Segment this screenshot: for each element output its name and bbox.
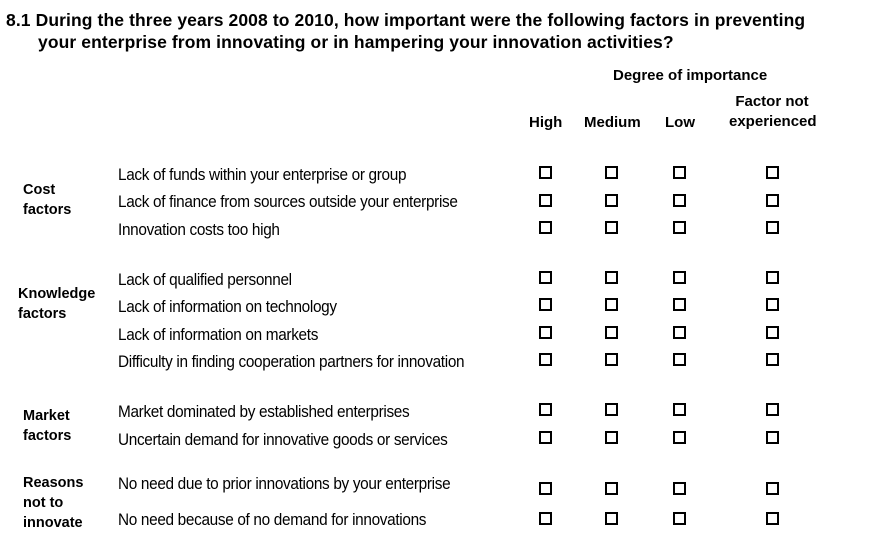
checkbox-high[interactable] [539,482,552,495]
checkbox-low[interactable] [673,512,686,525]
column-header-low: Low [665,114,695,131]
checkbox-low[interactable] [673,194,686,207]
question-text-line1: During the three years 2008 to 2010, how… [35,10,806,30]
checkbox-low[interactable] [673,431,686,444]
group-label-market-factors: Market factors [23,406,71,446]
checkbox-medium[interactable] [605,482,618,495]
checkbox-high[interactable] [539,271,552,284]
checkbox-high[interactable] [539,512,552,525]
checkbox-factor-not-experienced[interactable] [766,326,779,339]
group-label-line: Reasons [23,475,84,491]
row-label-information-markets: Lack of information on markets [118,326,319,344]
checkbox-factor-not-experienced[interactable] [766,403,779,416]
question-title: 8.1 During the three years 2008 to 2010,… [6,9,882,53]
column-header-fne-line2: experienced [729,113,817,130]
group-label-line: Cost [23,182,56,198]
checkbox-factor-not-experienced[interactable] [766,431,779,444]
checkbox-factor-not-experienced[interactable] [766,298,779,311]
checkbox-medium[interactable] [605,271,618,284]
group-label-knowledge-factors: Knowledge factors [18,284,95,324]
checkbox-medium[interactable] [605,326,618,339]
row-label-lack-of-funds: Lack of funds within your enterprise or … [118,166,407,184]
column-header-high: High [529,114,563,131]
checkbox-low[interactable] [673,166,686,179]
checkbox-low[interactable] [673,298,686,311]
checkbox-high[interactable] [539,403,552,416]
row-label-innovation-costs: Innovation costs too high [118,221,280,239]
checkbox-medium[interactable] [605,431,618,444]
group-label-line: Knowledge [18,286,96,302]
checkbox-medium[interactable] [605,166,618,179]
checkbox-low[interactable] [673,482,686,495]
checkbox-factor-not-experienced[interactable] [766,194,779,207]
checkbox-high[interactable] [539,353,552,366]
row-label-qualified-personnel: Lack of qualified personnel [118,271,292,289]
group-label-cost-factors: Cost factors [23,180,71,220]
checkbox-low[interactable] [673,271,686,284]
group-label-line: Market [23,408,70,424]
group-label-line: factors [18,306,67,322]
checkbox-factor-not-experienced[interactable] [766,271,779,284]
checkbox-low[interactable] [673,326,686,339]
checkbox-high[interactable] [539,298,552,311]
checkbox-medium[interactable] [605,221,618,234]
column-header-fne-line1: Factor not [735,93,809,110]
checkbox-low[interactable] [673,353,686,366]
checkbox-factor-not-experienced[interactable] [766,512,779,525]
degree-of-importance-header: Degree of importance [613,67,768,84]
checkbox-factor-not-experienced[interactable] [766,482,779,495]
row-label-uncertain-demand: Uncertain demand for innovative goods or… [118,431,448,449]
row-label-no-demand: No need because of no demand for innovat… [118,511,427,529]
checkbox-high[interactable] [539,431,552,444]
group-label-line: factors [23,428,72,444]
column-header-medium: Medium [584,114,641,131]
checkbox-medium[interactable] [605,512,618,525]
row-label-prior-innovations: No need due to prior innovations by your… [118,475,451,493]
question-text-line2: your enterprise from innovating or in ha… [38,32,674,52]
question-number: 8.1 [6,10,31,30]
checkbox-high[interactable] [539,326,552,339]
checkbox-high[interactable] [539,221,552,234]
checkbox-factor-not-experienced[interactable] [766,221,779,234]
checkbox-factor-not-experienced[interactable] [766,353,779,366]
row-label-market-dominated: Market dominated by established enterpri… [118,403,410,421]
row-label-information-technology: Lack of information on technology [118,298,337,316]
checkbox-medium[interactable] [605,298,618,311]
checkbox-low[interactable] [673,221,686,234]
checkbox-low[interactable] [673,403,686,416]
checkbox-high[interactable] [539,194,552,207]
checkbox-high[interactable] [539,166,552,179]
group-label-line: not to [23,495,64,511]
group-label-line: factors [23,202,72,218]
checkbox-factor-not-experienced[interactable] [766,166,779,179]
checkbox-medium[interactable] [605,353,618,366]
group-label-reasons-not-to-innovate: Reasons not to innovate [23,473,83,533]
checkbox-medium[interactable] [605,194,618,207]
row-label-cooperation-partners: Difficulty in finding cooperation partne… [118,353,465,371]
checkbox-medium[interactable] [605,403,618,416]
column-header-factor-not-experienced: Factor not experienced [729,92,817,132]
row-label-lack-of-finance: Lack of finance from sources outside you… [118,193,458,211]
group-label-line: innovate [23,515,83,531]
